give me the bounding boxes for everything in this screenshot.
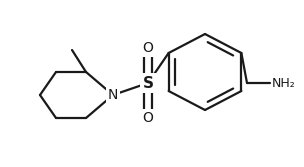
Text: S: S <box>143 75 154 91</box>
Text: NH₂: NH₂ <box>272 76 296 90</box>
Text: N: N <box>108 88 118 102</box>
Text: O: O <box>143 41 154 55</box>
Text: O: O <box>143 111 154 125</box>
